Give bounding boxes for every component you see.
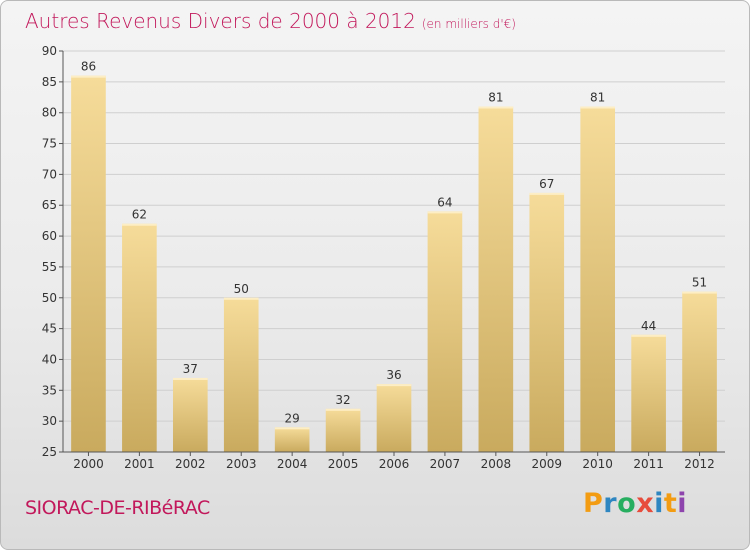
data-label: 29 bbox=[285, 411, 300, 425]
axes bbox=[59, 50, 725, 456]
x-tick-label: 2002 bbox=[175, 457, 206, 471]
bar-highlight bbox=[427, 211, 463, 214]
bar bbox=[325, 408, 361, 452]
bar bbox=[274, 427, 310, 452]
bar bbox=[122, 223, 157, 452]
y-tick-label: 50 bbox=[42, 291, 57, 305]
y-tick-label: 60 bbox=[42, 229, 57, 243]
logo-letter: P bbox=[583, 488, 604, 519]
bar bbox=[427, 211, 463, 452]
y-tick-label: 35 bbox=[42, 383, 57, 397]
x-tick-label: 2004 bbox=[277, 457, 308, 471]
x-tick-label: 2001 bbox=[124, 457, 155, 471]
x-tick-label: 2007 bbox=[430, 457, 461, 471]
y-tick-label: 75 bbox=[42, 137, 57, 151]
data-label: 67 bbox=[539, 177, 554, 191]
x-tick-label: 2011 bbox=[633, 457, 664, 471]
chart-title: Autres Revenus Divers de 2000 à 2012 (en … bbox=[25, 9, 516, 33]
bar-highlight bbox=[274, 427, 310, 430]
labels: 25 30 35 40 45 50 55 60 65 70 75 80 85 90 86 2000 62 2001… bbox=[42, 44, 715, 471]
logo-letter: x bbox=[636, 488, 655, 519]
data-label: 32 bbox=[335, 393, 350, 407]
x-tick-label: 2000 bbox=[73, 457, 104, 471]
bar-highlight bbox=[172, 377, 208, 380]
logo-letter: o bbox=[617, 488, 637, 519]
y-tick-label: 45 bbox=[42, 322, 57, 336]
bar-highlight bbox=[223, 297, 259, 300]
y-tick-label: 65 bbox=[42, 198, 57, 212]
bar bbox=[478, 106, 514, 453]
y-tick-label: 55 bbox=[42, 260, 57, 274]
y-tick-label: 70 bbox=[42, 167, 57, 181]
logo-letter: i bbox=[654, 488, 664, 519]
bar bbox=[682, 291, 717, 452]
x-tick-label: 2003 bbox=[226, 457, 257, 471]
bar bbox=[71, 75, 106, 452]
x-tick-label: 2006 bbox=[379, 457, 410, 471]
data-label: 36 bbox=[386, 368, 401, 382]
bar-highlight bbox=[682, 291, 717, 294]
y-tick-label: 25 bbox=[42, 445, 57, 459]
data-label: 50 bbox=[234, 282, 249, 296]
bar bbox=[376, 384, 412, 452]
bar-highlight bbox=[376, 384, 412, 387]
x-tick-label: 2012 bbox=[684, 457, 715, 471]
bar bbox=[631, 334, 666, 452]
data-label: 81 bbox=[590, 91, 605, 105]
y-tick-label: 85 bbox=[42, 75, 57, 89]
chart-subtitle: (en milliers d'€) bbox=[421, 17, 516, 31]
data-label: 62 bbox=[132, 208, 147, 222]
y-tick-label: 30 bbox=[42, 414, 57, 428]
x-tick-label: 2008 bbox=[481, 457, 512, 471]
y-tick-label: 40 bbox=[42, 352, 57, 366]
bar bbox=[529, 192, 565, 452]
x-tick-label: 2009 bbox=[531, 457, 562, 471]
city-name: SIORAC-DE-RIBéRAC bbox=[25, 497, 210, 519]
data-label: 44 bbox=[641, 319, 656, 333]
chart-title-text: Autres Revenus Divers de 2000 à 2012 bbox=[25, 9, 416, 33]
data-label: 86 bbox=[81, 60, 96, 74]
logo-letter: i bbox=[677, 488, 688, 519]
logo-letter: t bbox=[663, 488, 678, 519]
bar-highlight bbox=[631, 334, 666, 337]
proxiti-logo[interactable]: Proxiti bbox=[583, 488, 687, 519]
x-tick-label: 2010 bbox=[582, 457, 613, 471]
bar-highlight bbox=[122, 223, 157, 226]
logo-letter: r bbox=[603, 488, 618, 519]
bar-highlight bbox=[580, 106, 616, 109]
bar-highlight bbox=[325, 408, 361, 411]
bar bbox=[172, 377, 208, 452]
data-label: 81 bbox=[488, 91, 503, 105]
y-tick-label: 80 bbox=[42, 106, 57, 120]
bar bbox=[223, 297, 259, 452]
data-label: 64 bbox=[437, 195, 452, 209]
x-tick-label: 2005 bbox=[328, 457, 359, 471]
y-tick-label: 90 bbox=[42, 44, 57, 58]
data-label: 51 bbox=[692, 276, 707, 290]
bar bbox=[580, 106, 616, 453]
bar-highlight bbox=[71, 75, 106, 78]
data-label: 37 bbox=[183, 362, 198, 376]
bar-highlight bbox=[478, 106, 514, 109]
bar-highlight bbox=[529, 192, 565, 195]
bars bbox=[71, 75, 717, 453]
